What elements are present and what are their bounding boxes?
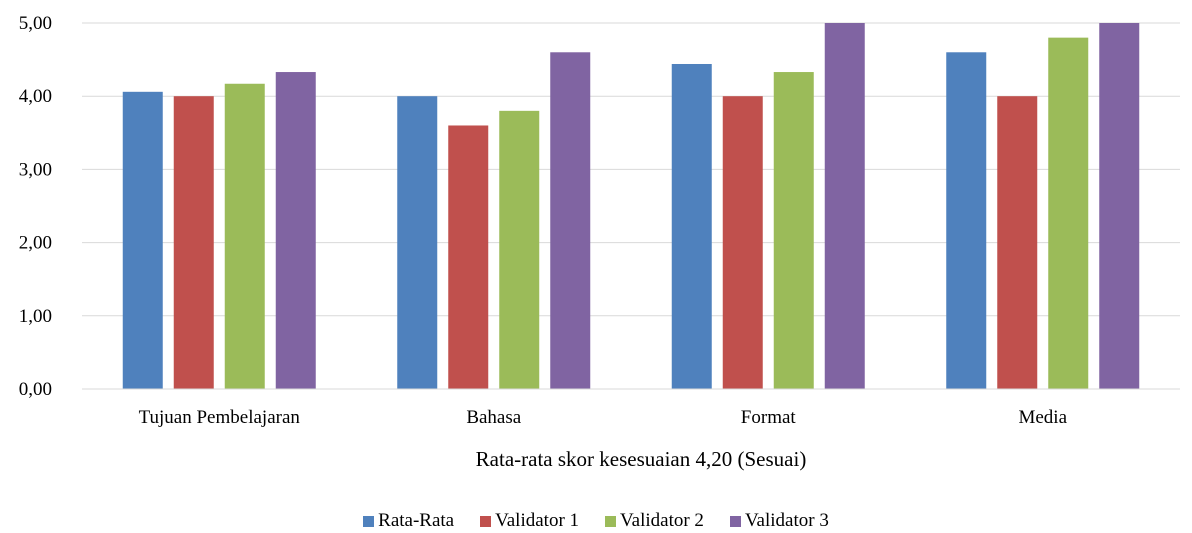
legend-label: Validator 2 bbox=[620, 510, 704, 531]
bar bbox=[275, 72, 316, 389]
y-tick-label: 5,00 bbox=[19, 13, 52, 34]
bar bbox=[122, 91, 163, 390]
bar bbox=[997, 96, 1038, 389]
legend-item: Validator 3 bbox=[729, 510, 829, 532]
bar bbox=[550, 52, 591, 389]
bar-chart: 0,00 1,00 2,00 3,00 4,00 5,00 Tujuan Pembelaj… bbox=[19, 13, 1180, 471]
legend-label: Validator 3 bbox=[744, 510, 829, 531]
y-tick-label: 0,00 bbox=[19, 379, 52, 400]
legend-item: Validator 1 bbox=[480, 510, 579, 532]
y-tick-label: 2,00 bbox=[19, 233, 52, 254]
legend-swatch bbox=[363, 515, 375, 527]
bar bbox=[722, 96, 763, 389]
bar bbox=[173, 96, 214, 389]
x-tick-label: Bahasa bbox=[466, 407, 521, 428]
bar bbox=[671, 63, 712, 389]
legend-item: Rata-Rata bbox=[363, 510, 454, 532]
y-tick-label: 4,00 bbox=[19, 86, 52, 107]
bar bbox=[773, 72, 814, 389]
legend-label: Rata-Rata bbox=[378, 510, 455, 531]
legend-swatch bbox=[729, 515, 741, 527]
bar bbox=[1099, 23, 1140, 389]
bar bbox=[448, 125, 489, 389]
bar bbox=[1048, 37, 1089, 389]
x-tick-label: Format bbox=[741, 407, 797, 428]
y-tick-label: 1,00 bbox=[19, 306, 52, 327]
x-tick-label: Media bbox=[1018, 407, 1067, 428]
bars bbox=[122, 23, 1140, 390]
x-axis-label: Rata-rata skor kesesuaian 4,20 (Sesuai) bbox=[476, 447, 807, 471]
bar bbox=[499, 110, 540, 389]
legend-swatch bbox=[480, 515, 492, 527]
gridlines bbox=[82, 22, 1180, 317]
x-tick-label: Tujuan Pembelajaran bbox=[139, 407, 301, 428]
x-axis-tick-labels: Tujuan Pembelajaran Bahasa Format Media bbox=[139, 407, 1068, 428]
legend-item: Validator 2 bbox=[605, 510, 704, 532]
legend: Rata-Rata Validator 1 Validator 2 Validator… bbox=[0, 510, 1192, 532]
bar bbox=[224, 83, 265, 390]
bar bbox=[397, 96, 438, 389]
y-tick-label: 3,00 bbox=[19, 159, 52, 180]
bar bbox=[946, 52, 987, 389]
legend-label: Validator 1 bbox=[495, 510, 580, 531]
bar bbox=[824, 23, 865, 389]
legend-swatch bbox=[605, 515, 617, 527]
y-axis-tick-labels: 0,00 1,00 2,00 3,00 4,00 5,00 bbox=[19, 13, 52, 400]
